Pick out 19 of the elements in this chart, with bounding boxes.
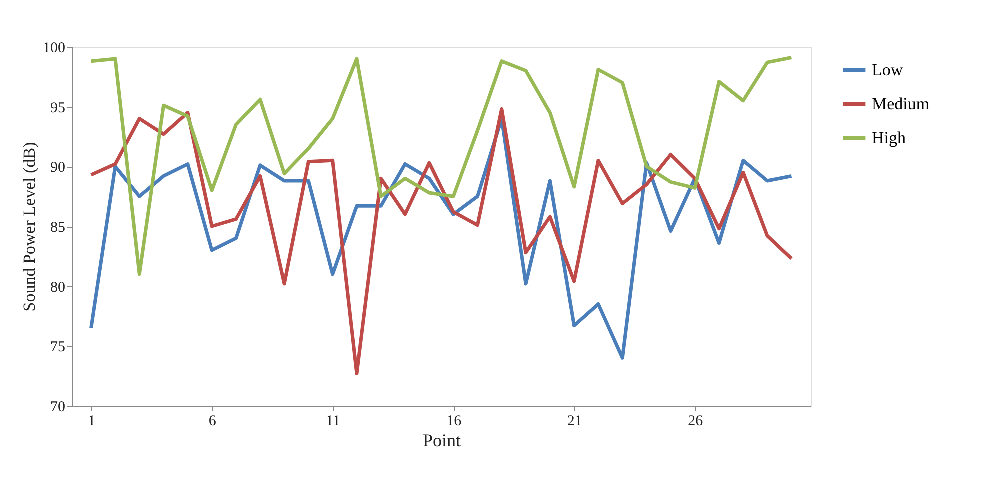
x-tick-label: 26 [688,414,704,430]
x-tick-label: 16 [446,414,462,430]
x-axis-title: Point [422,430,462,450]
y-tick-label: 90 [50,160,66,176]
y-tick-label: 95 [50,100,66,116]
x-tick-label: 1 [88,414,96,430]
legend-label: High [872,128,906,148]
legend-label: Medium [872,94,930,114]
x-tick-label: 11 [326,414,341,430]
y-tick-label: 85 [50,220,66,236]
line-series [90,56,794,276]
y-tick-label: 100 [43,40,66,56]
y-tick-label: 80 [50,280,66,296]
y-tick-label: 75 [50,340,66,356]
legend-label: Low [872,60,904,80]
y-axis-title: Sound Power Level (dB) [20,142,39,312]
y-tick-label: 70 [50,400,66,416]
x-tick-label: 21 [567,414,582,430]
x-tick-label: 6 [208,414,217,430]
